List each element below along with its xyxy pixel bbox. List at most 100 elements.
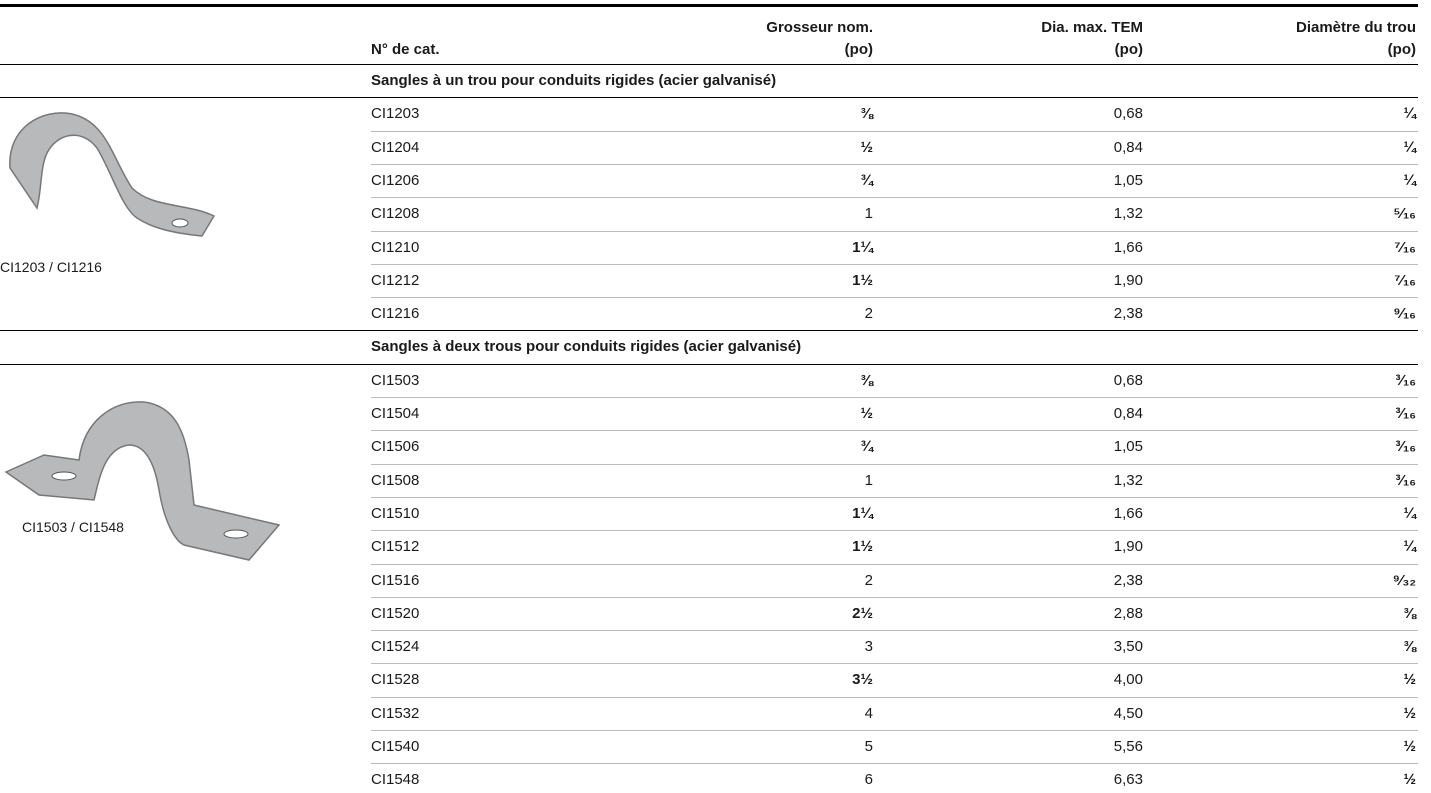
cell: ³⁄₁₆ bbox=[1395, 373, 1416, 389]
cell: 1,90 bbox=[1114, 273, 1143, 289]
cell: CI1508 bbox=[371, 473, 419, 489]
cell: 0,84 bbox=[1114, 140, 1143, 156]
cell: ¼ bbox=[1403, 539, 1416, 555]
cell: 2,38 bbox=[1114, 573, 1143, 589]
column-header: Dia. max. TEM bbox=[1041, 20, 1143, 36]
cell: 6 bbox=[865, 772, 873, 788]
image-caption: CI1203 / CI1216 bbox=[0, 259, 102, 275]
cell: 6,63 bbox=[1114, 772, 1143, 788]
cell: 3,50 bbox=[1114, 639, 1143, 655]
cell: 1¼ bbox=[852, 240, 873, 256]
cell: CI1204 bbox=[371, 140, 419, 156]
column-header: Grosseur nom. bbox=[766, 20, 873, 36]
cell: 5 bbox=[865, 739, 873, 755]
cell: 3½ bbox=[852, 672, 873, 688]
cell: ³⁄₁₆ bbox=[1395, 406, 1416, 422]
cell: CI1524 bbox=[371, 639, 419, 655]
cell: ⅜ bbox=[1403, 639, 1416, 655]
cell: CI1212 bbox=[371, 273, 419, 289]
section-rule bbox=[0, 364, 1418, 365]
cell: CI1532 bbox=[371, 706, 419, 722]
cell: 0,84 bbox=[1114, 406, 1143, 422]
cell: 2 bbox=[865, 573, 873, 589]
cell: ⁷⁄₁₆ bbox=[1394, 273, 1416, 289]
cell: CI1510 bbox=[371, 506, 419, 522]
cell: 2½ bbox=[852, 606, 873, 622]
cell: ⁷⁄₁₆ bbox=[1394, 240, 1416, 256]
cell: CI1528 bbox=[371, 672, 419, 688]
cell: CI1540 bbox=[371, 739, 419, 755]
cell: ¾ bbox=[860, 173, 873, 189]
row-rule bbox=[371, 497, 1418, 498]
cell: 2,88 bbox=[1114, 606, 1143, 622]
cell: ¼ bbox=[1403, 173, 1416, 189]
row-rule bbox=[371, 197, 1418, 198]
cell: 1 bbox=[865, 473, 873, 489]
cell: 3 bbox=[865, 639, 873, 655]
cell: ½ bbox=[1403, 739, 1416, 755]
cell: CI1208 bbox=[371, 206, 419, 222]
product-image bbox=[2, 108, 222, 238]
product-image bbox=[4, 400, 294, 565]
cell: 4 bbox=[865, 706, 873, 722]
column-header: Diamètre du trou bbox=[1296, 20, 1416, 36]
row-rule bbox=[371, 697, 1418, 698]
cell: ⅜ bbox=[860, 106, 873, 122]
cell: 0,68 bbox=[1114, 106, 1143, 122]
cell: ³⁄₁₆ bbox=[1395, 439, 1416, 455]
row-rule bbox=[371, 464, 1418, 465]
cell: CI1210 bbox=[371, 240, 419, 256]
cell: ½ bbox=[1403, 706, 1416, 722]
cell: ¼ bbox=[1403, 140, 1416, 156]
cell: 1½ bbox=[852, 539, 873, 555]
cell: CI1512 bbox=[371, 539, 419, 555]
cell: ⁹⁄₃₂ bbox=[1393, 573, 1416, 589]
row-rule bbox=[371, 131, 1418, 132]
column-header: (po) bbox=[1115, 42, 1143, 58]
cell: ½ bbox=[1403, 672, 1416, 688]
cell: 4,00 bbox=[1114, 672, 1143, 688]
cell: CI1504 bbox=[371, 406, 419, 422]
row-rule bbox=[371, 397, 1418, 398]
cell: CI1216 bbox=[371, 306, 419, 322]
cell: ½ bbox=[860, 406, 873, 422]
cell: CI1203 bbox=[371, 106, 419, 122]
section-rule bbox=[0, 64, 1418, 65]
cell: 1,66 bbox=[1114, 506, 1143, 522]
row-rule bbox=[371, 264, 1418, 265]
cell: ¼ bbox=[1403, 506, 1416, 522]
cell: CI1506 bbox=[371, 439, 419, 455]
row-rule bbox=[371, 763, 1418, 764]
row-rule bbox=[371, 164, 1418, 165]
cell: ½ bbox=[860, 140, 873, 156]
column-header: (po) bbox=[845, 42, 873, 58]
row-rule bbox=[371, 297, 1418, 298]
cell: 2 bbox=[865, 306, 873, 322]
cell: CI1516 bbox=[371, 573, 419, 589]
cell: ³⁄₁₆ bbox=[1395, 473, 1416, 489]
section-title: Sangles à un trou pour conduits rigides … bbox=[371, 73, 776, 89]
row-rule bbox=[371, 597, 1418, 598]
section-rule bbox=[0, 330, 1418, 331]
cell: ⁵⁄₁₆ bbox=[1393, 206, 1416, 222]
top-rule bbox=[0, 4, 1418, 7]
cell: CI1548 bbox=[371, 772, 419, 788]
row-rule bbox=[371, 530, 1418, 531]
section-rule bbox=[0, 97, 1418, 98]
page: N° de cat.Grosseur nom.(po)Dia. max. TEM… bbox=[0, 0, 1431, 793]
cell: ⅜ bbox=[860, 373, 873, 389]
cell: CI1520 bbox=[371, 606, 419, 622]
column-header: (po) bbox=[1388, 42, 1416, 58]
cell: 4,50 bbox=[1114, 706, 1143, 722]
row-rule bbox=[371, 730, 1418, 731]
row-rule bbox=[371, 231, 1418, 232]
cell: ½ bbox=[1403, 772, 1416, 788]
cell: ⅜ bbox=[1403, 606, 1416, 622]
cell: CI1503 bbox=[371, 373, 419, 389]
cell: 1 bbox=[865, 206, 873, 222]
row-rule bbox=[371, 430, 1418, 431]
row-rule bbox=[371, 564, 1418, 565]
cell: ¾ bbox=[860, 439, 873, 455]
cell: 1,66 bbox=[1114, 240, 1143, 256]
row-rule bbox=[371, 630, 1418, 631]
